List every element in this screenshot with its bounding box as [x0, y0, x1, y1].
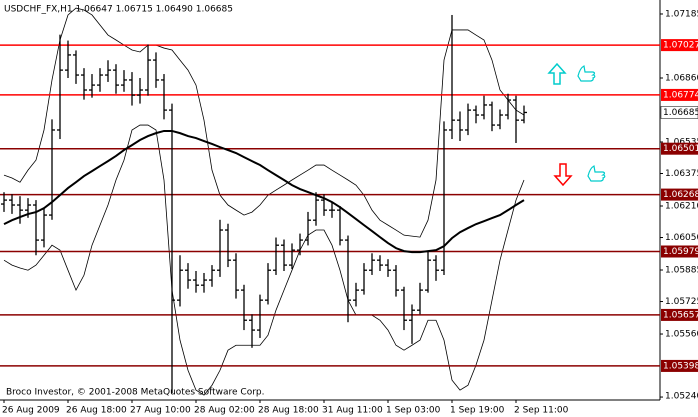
level-label: 1.06501	[663, 144, 698, 154]
last-price-label: 1.06685	[663, 108, 698, 118]
footnote: Broco Investor, © 2001-2008 MetaQuotes S…	[6, 388, 265, 398]
x-tick-label: 27 Aug 10:00	[130, 406, 191, 416]
y-tick-label: 1.05885	[665, 266, 698, 276]
x-tick-label: 28 Aug 18:00	[258, 406, 319, 416]
x-tick-label: 31 Aug 11:00	[322, 406, 383, 416]
level-label: 1.06268	[663, 190, 698, 200]
y-tick-label: 1.06050	[665, 233, 698, 243]
level-label-box	[661, 88, 698, 101]
y-tick-label: 1.05725	[665, 297, 698, 307]
down-arrow	[553, 163, 573, 187]
x-tick-label: 28 Aug 02:00	[194, 406, 255, 416]
chart-title: USDCHF_FX,H1 1.06647 1.06715 1.06490 1.0…	[4, 5, 233, 15]
x-tick-label: 26 Aug 18:00	[66, 406, 127, 416]
up-arrow	[547, 62, 567, 85]
level-label: 1.05657	[663, 310, 698, 320]
level-label-box	[661, 245, 698, 258]
upper-band	[3, 7, 525, 238]
level-label: 1.07027	[663, 41, 698, 51]
level-label-box	[661, 142, 698, 155]
lower-band	[3, 124, 525, 396]
level-label-box	[661, 188, 698, 201]
x-tick-label: 1 Sep 19:00	[450, 406, 505, 416]
y-tick-label: 1.05560	[665, 330, 698, 340]
y-tick-label: 1.06210	[665, 202, 698, 212]
level-label-box	[661, 359, 698, 372]
y-tick-label: 1.06375	[665, 169, 698, 179]
sell-signal	[553, 163, 606, 187]
y-tick-label: 1.06860	[665, 73, 698, 83]
level-label: 1.05979	[663, 247, 698, 257]
moving-average	[3, 129, 525, 254]
buy-signal	[547, 62, 596, 85]
thumb-icon	[577, 65, 596, 82]
level-label-box	[661, 308, 698, 321]
x-tick-label: 2 Sep 11:00	[514, 406, 569, 416]
y-tick-label: 1.07185	[665, 9, 698, 19]
level-label: 1.05398	[663, 361, 698, 371]
y-tick-label: 1.05240	[665, 392, 698, 402]
y-tick-label: 1.06535	[665, 137, 698, 147]
last-price-box	[660, 106, 698, 119]
level-label-box	[661, 39, 698, 52]
x-tick-label: 26 Aug 2009	[2, 406, 60, 416]
level-label: 1.06774	[663, 90, 698, 100]
x-tick-label: 1 Sep 03:00	[386, 406, 441, 416]
thumb-icon	[587, 165, 606, 182]
